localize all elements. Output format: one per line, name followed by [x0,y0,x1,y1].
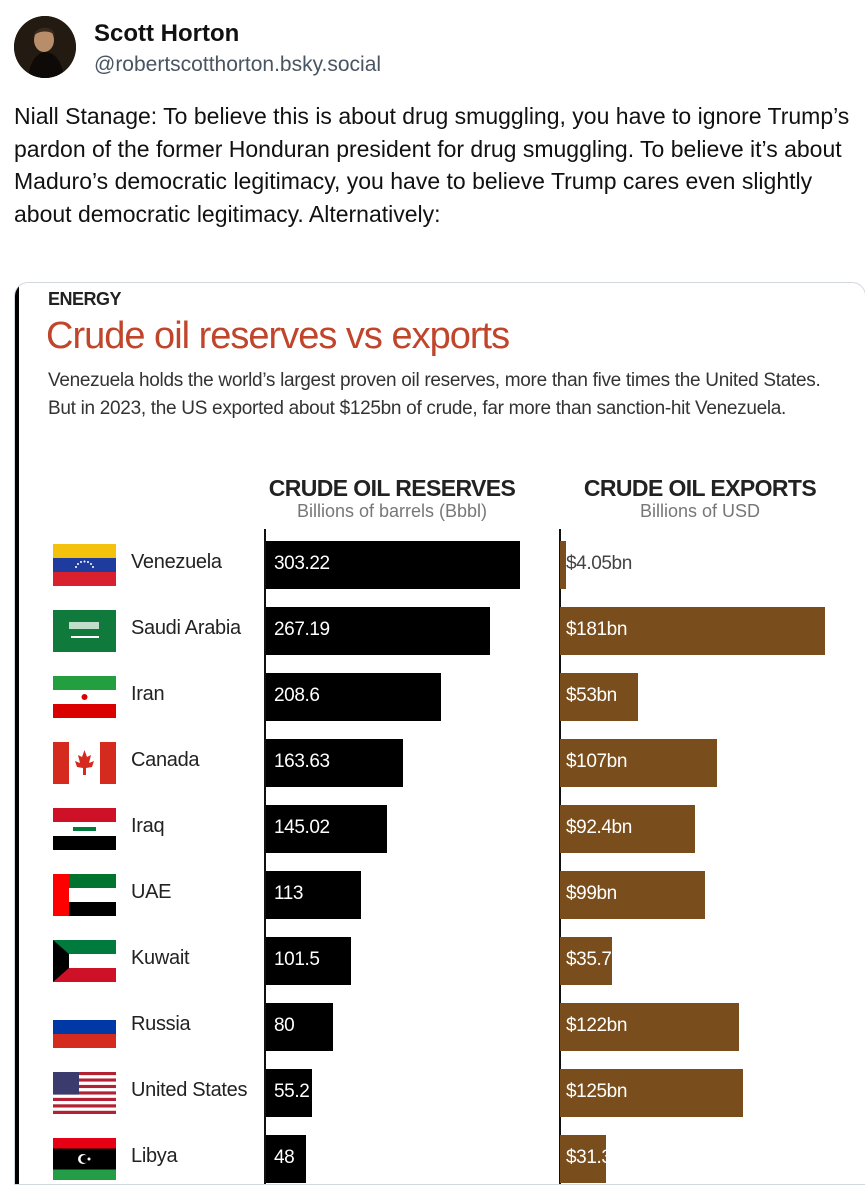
reserves-value-label: 303.22 [274,553,330,574]
post-header: Scott Horton @robertscotthorton.bsky.soc… [14,16,854,80]
reserves-bar [266,1135,307,1183]
country-label: Saudi Arabia [131,617,241,639]
country-label: Libya [131,1145,178,1167]
exports-value-label: $125bn [566,1081,628,1102]
country-label: Iraq [131,815,165,837]
reserves-value-label: 113 [274,883,304,904]
reserves-bar [266,1003,333,1051]
exports-value-label: $53bn [566,685,617,706]
author-name[interactable]: Scott Horton [94,20,240,47]
exports-bar [560,739,717,787]
chart-row: Saudi Arabia 267.19 $181bn [15,607,865,655]
chart-row: Kuwait 101.5 $35.7bn [15,937,865,985]
exports-bar [560,937,613,985]
exports-value-label: $31.3bn [566,1147,632,1168]
exports-axis [559,529,561,1184]
country-label: UAE [131,881,172,903]
country-label: Venezuela [131,551,222,573]
reserves-value-label: 55.2 [274,1081,310,1102]
reserves-bar [266,607,490,655]
country-label: Canada [131,749,200,771]
chart-row: Canada 163.63 $107bn [15,739,865,787]
chart-title: Crude oil reserves vs exports [46,315,510,357]
exports-unit: Billions of USD [639,501,761,521]
flag-icon [53,874,116,916]
reserves-value-label: 208.6 [274,685,320,706]
exports-bar [560,607,825,655]
reserves-unit: Billions of barrels (Bbbl) [296,501,488,521]
reserves-bar [266,541,520,589]
flag-icon [53,808,116,850]
author-handle[interactable]: @robertscotthorton.bsky.social [94,53,382,76]
flag-icon [53,742,116,784]
exports-bar [560,871,705,919]
exports-value-label: $107bn [566,751,628,772]
reserves-bar [266,937,352,985]
reserves-value-label: 80 [274,1015,295,1036]
exports-value-label: $92.4bn [566,817,632,838]
exports-bar [560,541,566,589]
reserves-bar [266,871,361,919]
reserves-bar [266,805,388,853]
exports-value-label: $4.05bn [566,553,632,574]
exports-value-label: $99bn [566,883,617,904]
exports-header: CRUDE OIL EXPORTS [583,475,817,501]
country-label: United States [131,1079,248,1101]
exports-bar [560,1069,743,1117]
chart-card: ENERGY Crude oil reserves vs exports Ven… [15,283,865,1184]
flag-icon [53,940,116,982]
country-label: Russia [131,1013,191,1035]
reserves-value-label: 163.63 [274,751,330,772]
reserves-bar [266,1069,313,1117]
reserves-bar [266,739,404,787]
flag-icon [53,1006,116,1048]
post-text: Niall Stanage: To believe this is about … [14,103,850,227]
country-label: Iran [131,683,165,705]
flag-icon [53,1072,116,1114]
exports-bar [560,673,638,721]
image-edge [15,283,19,1184]
flag-icon [53,676,116,718]
exports-bar [560,805,696,853]
reserves-value-label: 145.02 [274,817,330,838]
reserves-value-label: 48 [274,1147,295,1168]
reserves-axis [264,529,266,1184]
chart-row: UAE 113 $99bn [15,871,865,919]
chart-row: Venezuela 303.22 $4.05bn [15,541,865,589]
flag-icon [53,1138,116,1180]
chart-row: Iran 208.6 $53bn [15,673,865,721]
reserves-value-label: 101.5 [274,949,320,970]
chart-row: Russia 80 $122bn [15,1003,865,1051]
chart-row: Iraq 145.02 $92.4bn [15,805,865,853]
flag-icon [53,610,116,652]
avatar[interactable] [14,16,76,78]
exports-bar [560,1135,606,1183]
chart-subtitle: Venezuela holds the world’s largest prov… [48,370,821,419]
exports-bar [560,1003,739,1051]
flag-icon [53,544,116,586]
reserves-value-label: 267.19 [274,619,330,640]
exports-value-label: $181bn [566,619,628,640]
embedded-image[interactable]: ENERGY Crude oil reserves vs exports Ven… [14,282,865,1185]
reserves-header: CRUDE OIL RESERVES [268,475,516,501]
reserves-bar [266,673,441,721]
chart-row: United States 55.2 $125bn [15,1069,865,1117]
chart-row: Libya 48 $31.3bn [15,1135,865,1183]
exports-value-label: $122bn [566,1015,628,1036]
country-label: Kuwait [131,947,190,969]
section-label: ENERGY [48,289,122,309]
exports-value-label: $35.7bn [566,949,632,970]
